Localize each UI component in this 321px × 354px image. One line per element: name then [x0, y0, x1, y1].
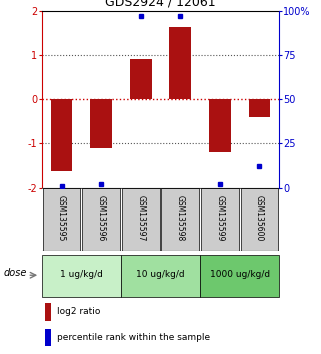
- Bar: [248, 99, 270, 117]
- Text: GSM135596: GSM135596: [97, 195, 106, 241]
- Bar: [209, 99, 231, 152]
- Text: percentile rank within the sample: percentile rank within the sample: [57, 333, 210, 342]
- Bar: [201, 188, 239, 251]
- Text: GSM135598: GSM135598: [176, 195, 185, 241]
- Text: GSM135600: GSM135600: [255, 195, 264, 241]
- Text: GSM135599: GSM135599: [215, 195, 224, 241]
- Bar: [122, 188, 160, 251]
- Title: GDS2924 / 12061: GDS2924 / 12061: [105, 0, 216, 8]
- Text: 1 ug/kg/d: 1 ug/kg/d: [60, 270, 103, 279]
- Bar: [130, 59, 152, 99]
- Bar: [90, 99, 112, 148]
- Text: GSM135597: GSM135597: [136, 195, 145, 241]
- Bar: [42, 255, 121, 297]
- Text: GSM135595: GSM135595: [57, 195, 66, 241]
- Bar: [161, 188, 199, 251]
- Bar: [45, 329, 51, 346]
- Bar: [82, 188, 120, 251]
- Bar: [241, 188, 278, 251]
- Text: 10 ug/kg/d: 10 ug/kg/d: [136, 270, 185, 279]
- Bar: [169, 28, 191, 99]
- Text: log2 ratio: log2 ratio: [57, 308, 100, 316]
- Bar: [51, 99, 73, 171]
- Bar: [200, 255, 279, 297]
- Bar: [43, 188, 80, 251]
- Text: 1000 ug/kg/d: 1000 ug/kg/d: [210, 270, 270, 279]
- Bar: [45, 303, 51, 321]
- Bar: [121, 255, 200, 297]
- Text: dose: dose: [3, 268, 27, 278]
